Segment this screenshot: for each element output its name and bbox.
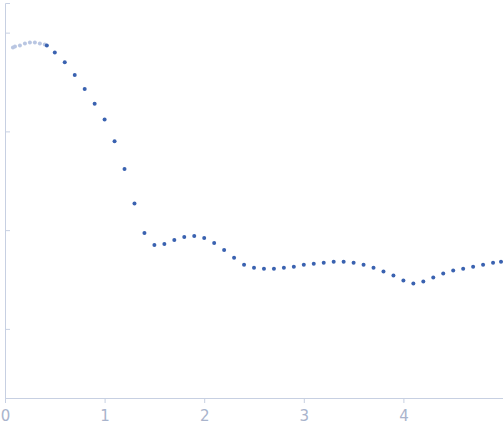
point xyxy=(499,260,503,264)
point xyxy=(322,261,326,265)
point xyxy=(222,248,226,252)
y-tick xyxy=(5,131,10,132)
point xyxy=(182,235,186,239)
point xyxy=(451,269,455,273)
point xyxy=(113,139,117,143)
series xyxy=(11,41,47,50)
point xyxy=(262,267,266,271)
point xyxy=(73,73,77,77)
x-tick: 0 xyxy=(1,398,11,425)
x-tick-label: 4 xyxy=(399,407,409,425)
point xyxy=(232,256,236,260)
point xyxy=(491,261,495,265)
point xyxy=(401,278,405,282)
point xyxy=(391,274,395,278)
point xyxy=(481,263,485,267)
point xyxy=(13,44,17,48)
point xyxy=(132,201,136,205)
point xyxy=(302,263,306,267)
point xyxy=(411,281,415,285)
point xyxy=(461,267,465,271)
y-tick-mark xyxy=(5,329,10,330)
point xyxy=(421,279,425,283)
x-tick-mark xyxy=(204,398,205,403)
x-axis-line xyxy=(6,399,503,404)
x-tick-label: 3 xyxy=(300,407,310,425)
x-tick-mark xyxy=(304,398,305,403)
point xyxy=(162,242,166,246)
point xyxy=(23,41,27,45)
x-tick: 2 xyxy=(200,398,210,425)
point xyxy=(381,270,385,274)
point xyxy=(202,236,206,240)
y-tick-mark xyxy=(5,230,10,231)
points xyxy=(11,41,503,286)
y-tick xyxy=(5,329,10,330)
point xyxy=(332,260,336,264)
point xyxy=(93,102,97,106)
x-tick-label: 0 xyxy=(1,407,11,425)
y-tick-mark xyxy=(5,131,10,132)
x-tick-label: 2 xyxy=(200,407,210,425)
point xyxy=(33,41,37,45)
point xyxy=(312,262,316,266)
x-tick: 4 xyxy=(399,398,409,425)
x-tick-mark xyxy=(105,398,106,403)
series xyxy=(45,43,503,285)
point xyxy=(441,272,445,276)
point xyxy=(38,41,42,45)
point xyxy=(212,241,216,245)
point xyxy=(471,265,475,269)
point xyxy=(242,263,246,267)
point xyxy=(372,266,376,270)
point xyxy=(142,231,146,235)
y-axis-line xyxy=(6,4,11,399)
x-tick-label: 1 xyxy=(100,407,110,425)
point xyxy=(45,43,49,47)
x-tick: 1 xyxy=(100,398,110,425)
plot: 0 1 2 3 4 xyxy=(1,4,503,425)
y-axis xyxy=(5,4,10,399)
point xyxy=(292,265,296,269)
point xyxy=(272,267,276,271)
x-axis: 0 1 2 3 4 xyxy=(1,398,503,425)
point xyxy=(282,266,286,270)
point xyxy=(352,261,356,265)
point xyxy=(28,41,32,45)
y-tick-mark xyxy=(5,33,10,34)
point xyxy=(63,60,67,64)
chart: 0 1 2 3 4 xyxy=(0,0,503,437)
y-tick xyxy=(5,33,10,34)
y-tick xyxy=(5,230,10,231)
point xyxy=(252,266,256,270)
point xyxy=(53,50,57,54)
point xyxy=(431,276,435,280)
point xyxy=(342,260,346,264)
point xyxy=(103,118,107,122)
point xyxy=(362,263,366,267)
point xyxy=(123,167,127,171)
point xyxy=(18,43,22,47)
point xyxy=(172,238,176,242)
point xyxy=(192,234,196,238)
point xyxy=(83,87,87,91)
point xyxy=(152,243,156,247)
x-tick: 3 xyxy=(300,398,310,425)
x-tick-mark xyxy=(403,398,404,403)
